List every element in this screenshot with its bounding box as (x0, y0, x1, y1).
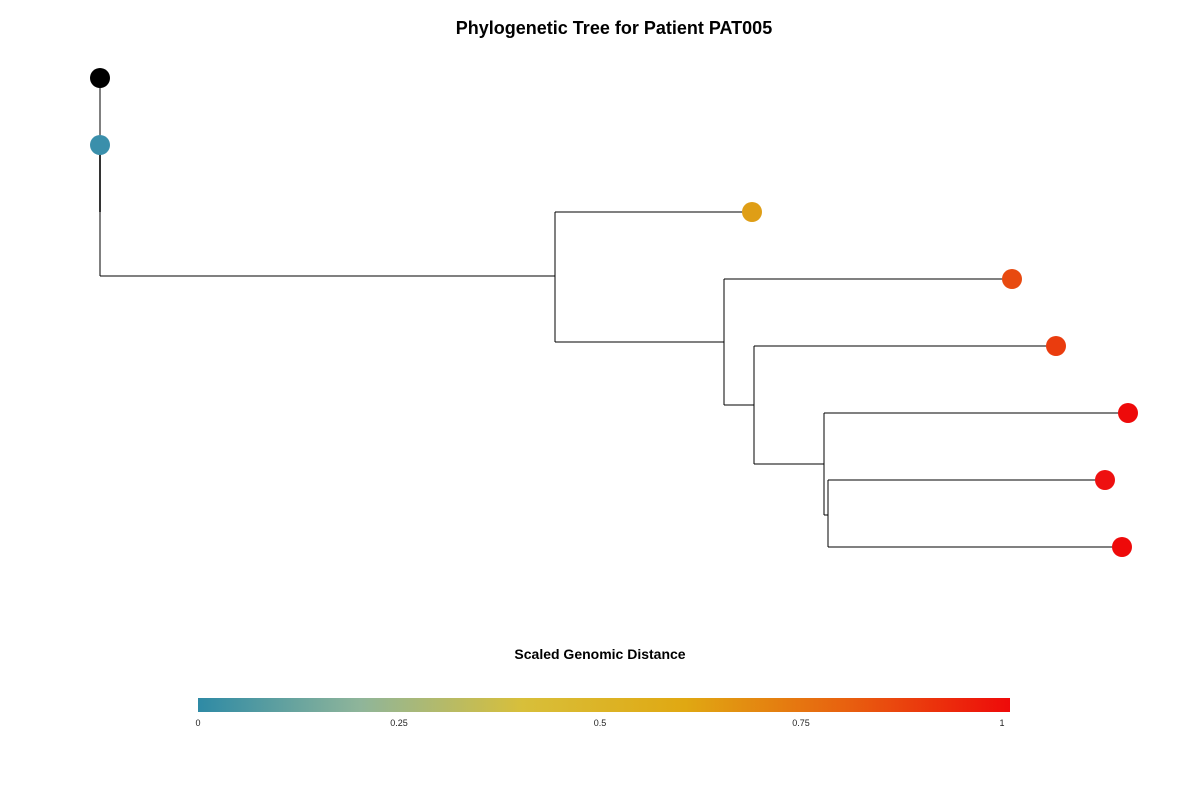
legend-tick-label: 0.5 (593, 718, 607, 728)
legend-tick-label: 0 (195, 718, 201, 728)
phylogenetic-tree (90, 68, 1138, 557)
tree-node (742, 202, 762, 222)
legend-tick-label: 1 (999, 718, 1005, 728)
tree-node (1002, 269, 1022, 289)
legend-tick-label: 0.75 (792, 718, 810, 728)
tree-node (90, 135, 110, 155)
legend-color-bar (198, 698, 1010, 712)
tree-node (1112, 537, 1132, 557)
page-title: Phylogenetic Tree for Patient PAT005 (455, 18, 773, 38)
tree-nodes (90, 68, 1138, 557)
legend-title: Scaled Genomic Distance (514, 646, 686, 662)
tree-node (1095, 470, 1115, 490)
legend-tick-label: 0.25 (390, 718, 408, 728)
tree-branches (99, 78, 1128, 548)
tree-node (90, 68, 110, 88)
tree-node (1046, 336, 1066, 356)
tree-node (1118, 403, 1138, 423)
